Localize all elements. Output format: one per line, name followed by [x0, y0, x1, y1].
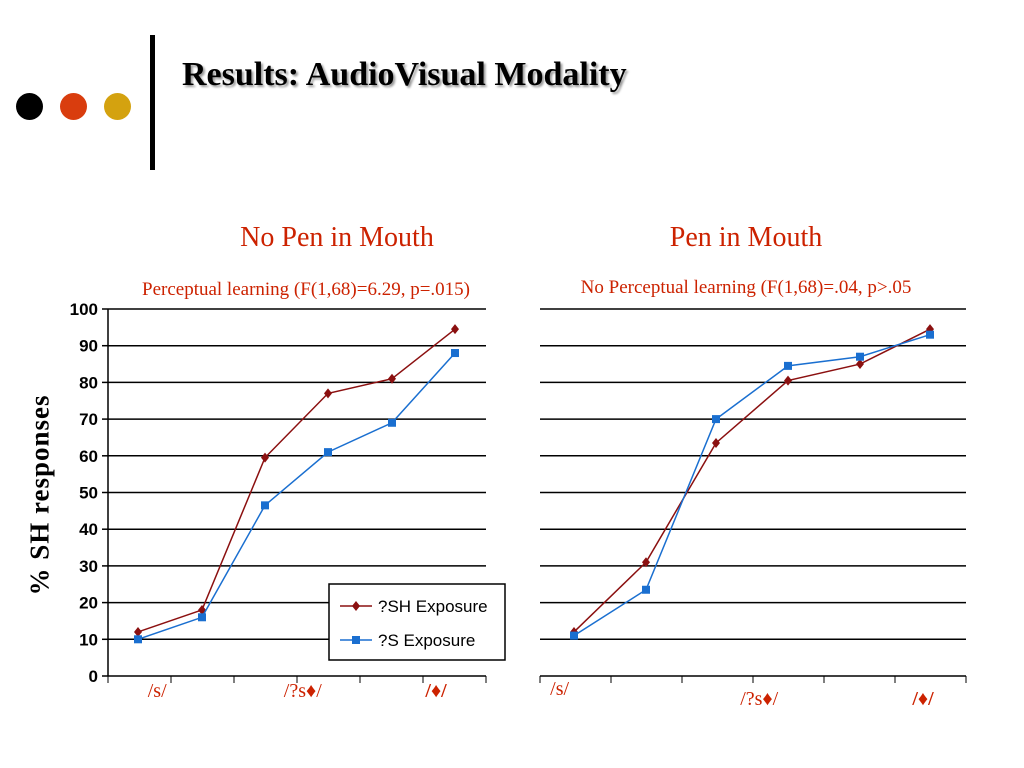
y-tick-label: 40 — [79, 520, 98, 539]
x-tick-label: /s/ — [148, 680, 167, 702]
y-tick-label: 50 — [79, 484, 98, 503]
x-tick-label: /♦/ — [911, 688, 934, 710]
data-point — [784, 375, 792, 386]
chart-1: 0 10 20 30 40 50 60 70 80 90 100/s/ /?s♦/ /♦/ ?SH Exp… — [70, 300, 506, 702]
y-tick-label: 0 — [89, 667, 98, 686]
legend-marker — [352, 601, 360, 611]
data-point — [134, 626, 142, 637]
data-point — [388, 418, 396, 427]
y-tick-label: 20 — [79, 594, 98, 613]
y-tick-label: 90 — [79, 337, 98, 356]
series-line-2 — [137, 352, 456, 641]
title-divider — [150, 35, 155, 170]
black-dot-icon — [16, 93, 43, 120]
y-tick-label: 80 — [79, 373, 98, 392]
data-point — [324, 448, 332, 457]
y-tick-label: 30 — [79, 557, 98, 576]
data-point — [134, 635, 142, 644]
series-line-2 — [573, 333, 931, 637]
legend: ?SH Exposure ?S Exposure — [328, 583, 506, 661]
data-point — [856, 352, 864, 361]
data-point — [261, 501, 269, 510]
x-tick-label: /?s♦/ — [284, 680, 322, 702]
y-tick-label: 100 — [70, 300, 98, 319]
x-tick-label: /?s♦/ — [740, 688, 778, 710]
legend-box — [328, 583, 506, 661]
data-point — [198, 613, 206, 622]
data-point — [784, 361, 792, 370]
x-tick-label: /s/ — [550, 678, 569, 700]
gold-dot-icon — [104, 93, 131, 120]
data-point — [926, 330, 934, 339]
data-point — [642, 557, 650, 568]
left-chart-title: No Pen in Mouth — [240, 222, 434, 253]
left-chart-subtitle: Perceptual learning (F(1,68)=6.29, p=.01… — [142, 279, 470, 300]
data-point — [324, 388, 332, 399]
data-point — [570, 631, 578, 640]
data-point — [451, 324, 459, 335]
data-point — [388, 373, 396, 384]
data-point — [712, 437, 720, 448]
data-point — [261, 452, 269, 463]
legend-marker — [352, 636, 360, 644]
x-tick-label: /♦/ — [424, 680, 447, 702]
chart-2: /s/ /?s♦/ /♦/ — [539, 308, 967, 710]
y-tick-label: 70 — [79, 410, 98, 429]
red-dot-icon — [60, 93, 87, 120]
right-chart-subtitle: No Perceptual learning (F(1,68)=.04, p>.… — [580, 277, 912, 298]
data-point — [451, 349, 459, 358]
legend-label: ?S Exposure — [378, 631, 475, 650]
legend-label: ?SH Exposure — [378, 597, 488, 616]
slide-title: Results: AudioVisual Modality — [182, 56, 627, 93]
data-point — [712, 415, 720, 424]
right-chart-title: Pen in Mouth — [669, 222, 823, 253]
data-point — [856, 359, 864, 370]
data-point — [642, 585, 650, 594]
y-tick-label: 10 — [79, 630, 98, 649]
series-line-1 — [137, 328, 456, 633]
y-tick-label: 60 — [79, 447, 98, 466]
series-line-1 — [573, 328, 931, 633]
